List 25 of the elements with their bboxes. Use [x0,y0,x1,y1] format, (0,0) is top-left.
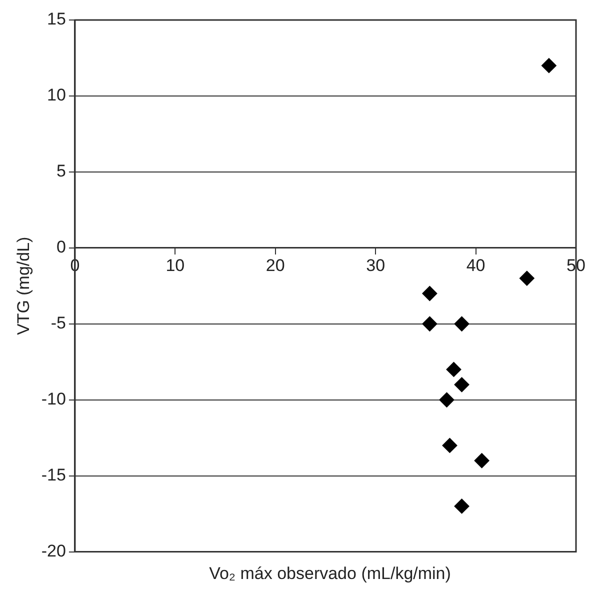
y-tick-label: 5 [56,162,66,181]
point [454,377,470,392]
y-tick-label: -5 [50,314,66,333]
point [439,392,454,408]
x-tick-label: 20 [266,256,285,275]
point [454,316,470,332]
y-axis-title: VTG (mg/dL) [14,236,33,336]
x-tick-label: 10 [166,256,185,275]
point [474,453,490,468]
y-tick-label: 0 [56,238,66,257]
point [519,270,534,286]
point [442,438,458,453]
point [541,58,556,74]
y-tick-label: 15 [47,10,66,29]
y-tick-label: -15 [41,466,66,485]
point [422,316,438,332]
point [454,498,470,514]
y-tick-label: -20 [41,541,66,560]
x-tick-label: 40 [466,256,486,275]
point [446,362,462,377]
y-tick-label: -10 [41,390,66,409]
x-tick-label: 30 [366,256,386,275]
x-axis-title: Vo₂ máx observado (mL/kg/min) [208,564,452,584]
y-tick-label: 10 [47,86,66,105]
point [422,286,438,301]
